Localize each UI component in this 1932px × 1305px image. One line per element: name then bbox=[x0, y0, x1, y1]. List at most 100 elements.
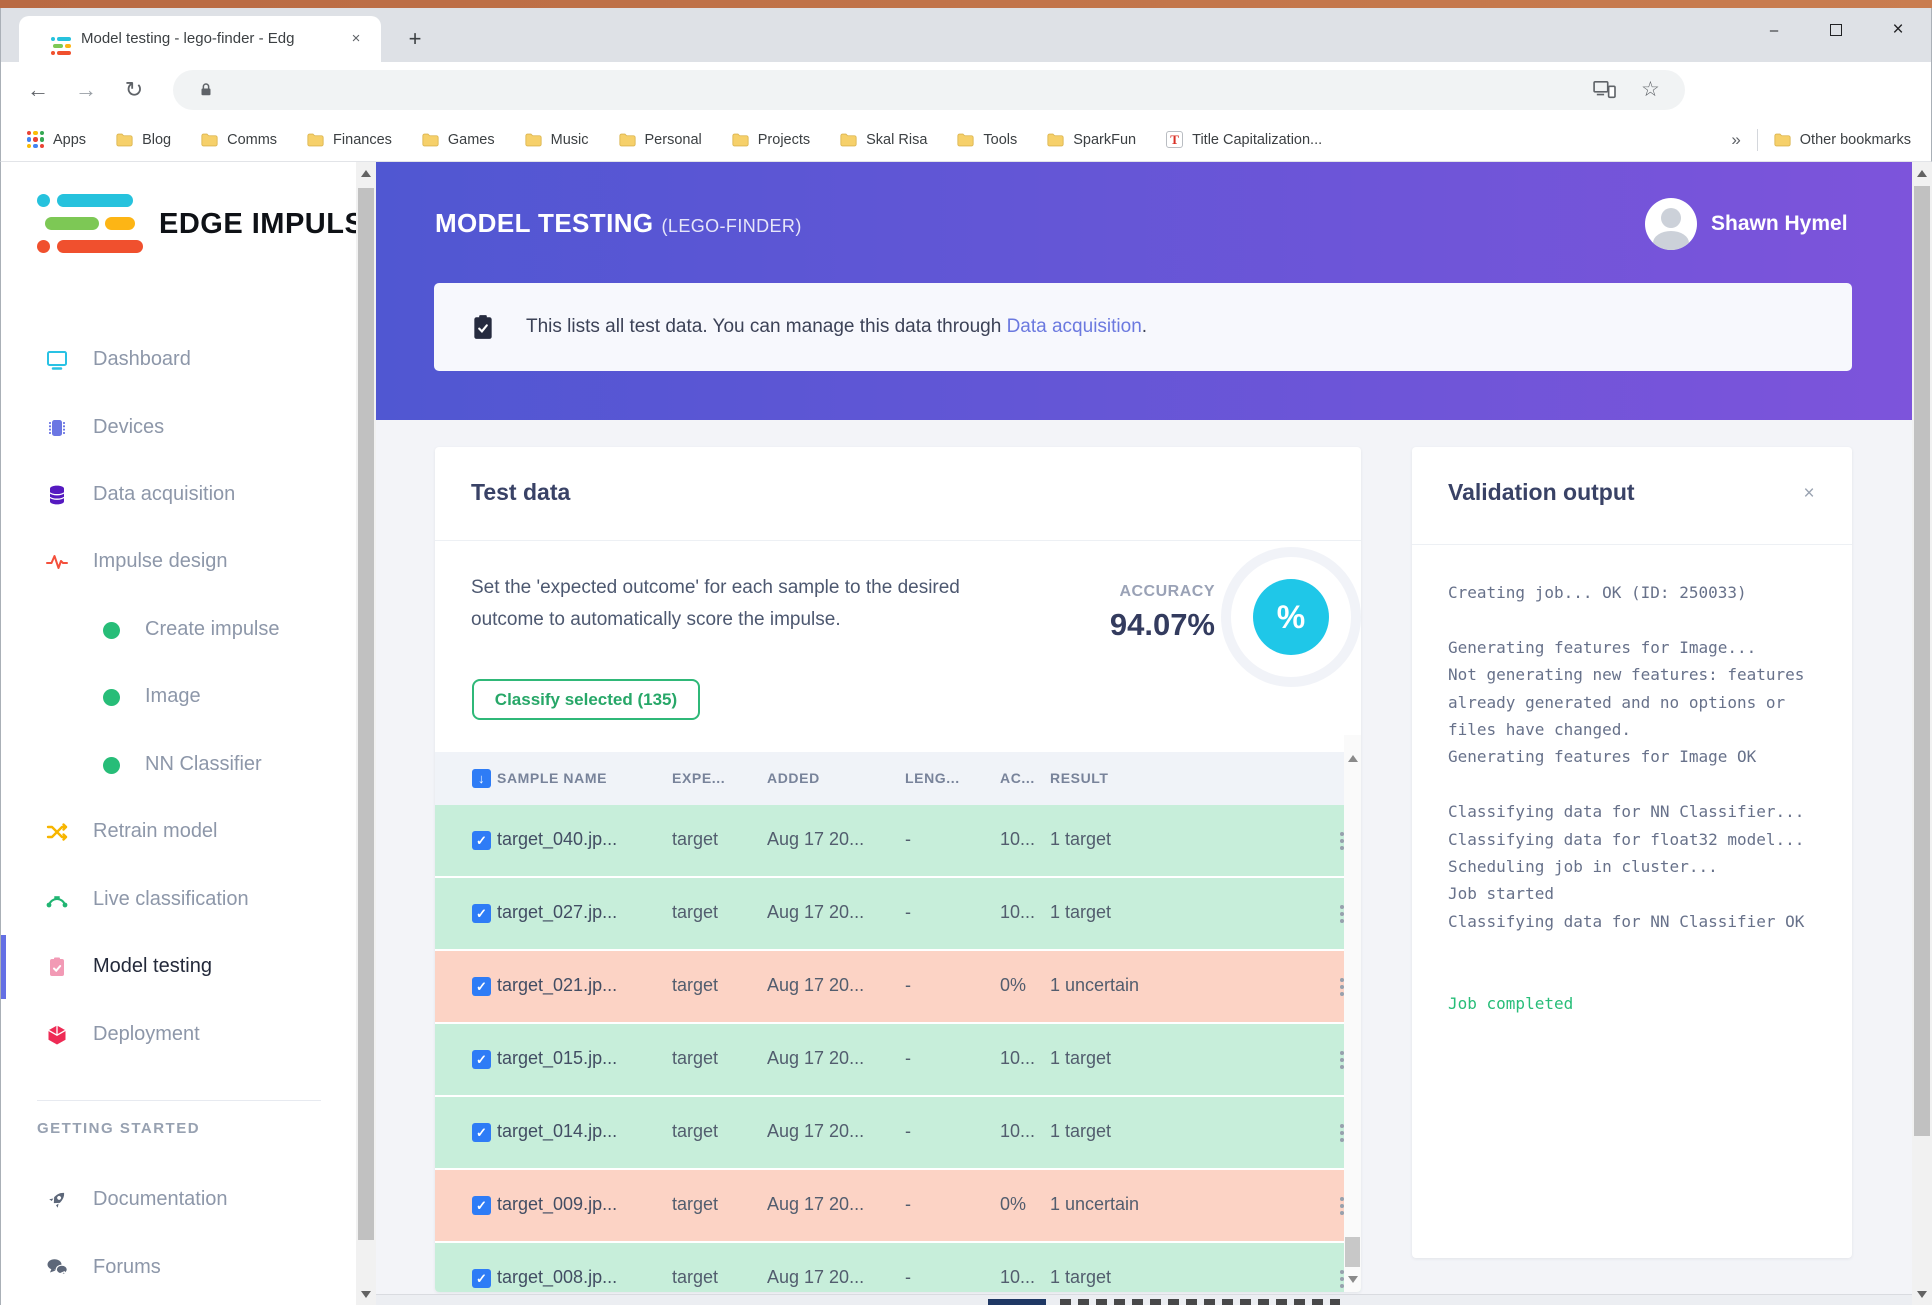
send-to-device-icon[interactable] bbox=[1593, 80, 1617, 100]
bookmark-folder[interactable]: Finances bbox=[307, 132, 392, 148]
row-menu-icon[interactable] bbox=[1332, 831, 1352, 851]
sidebar-item-model-testing[interactable]: Model testing bbox=[1, 947, 356, 987]
bookmark-folder[interactable]: Skal Risa bbox=[840, 132, 927, 148]
tab-close-icon[interactable]: × bbox=[351, 30, 361, 47]
bookmark-folder[interactable]: Personal bbox=[618, 132, 702, 148]
row-checkbox[interactable]: ✓ bbox=[472, 1050, 491, 1069]
bookmark-star-icon[interactable]: ☆ bbox=[1641, 78, 1660, 101]
cell-sample-name: target_015.jp... bbox=[497, 1048, 618, 1068]
row-checkbox[interactable]: ✓ bbox=[472, 1123, 491, 1142]
row-checkbox[interactable]: ✓ bbox=[472, 1196, 491, 1215]
row-menu-icon[interactable] bbox=[1332, 977, 1352, 997]
user-avatar[interactable] bbox=[1645, 198, 1697, 250]
cell-sample-name: target_040.jp... bbox=[497, 829, 618, 849]
data-acquisition-link[interactable]: Data acquisition bbox=[1006, 316, 1142, 337]
row-menu-icon[interactable] bbox=[1332, 904, 1352, 924]
column-header-expected[interactable]: EXPE... bbox=[672, 770, 726, 786]
bookmark-folder[interactable]: Tools bbox=[957, 132, 1017, 148]
scroll-up-icon[interactable] bbox=[1344, 749, 1361, 767]
cell-expected: target bbox=[672, 902, 719, 922]
sidebar-item-create-impulse[interactable]: Create impulse bbox=[1, 610, 356, 650]
bookmark-folder[interactable]: Blog bbox=[116, 132, 171, 148]
column-header-added[interactable]: ADDED bbox=[767, 770, 820, 786]
row-checkbox[interactable]: ✓ bbox=[472, 904, 491, 923]
table-scrollbar-thumb[interactable] bbox=[1345, 1237, 1360, 1267]
row-checkbox[interactable]: ✓ bbox=[472, 1269, 491, 1288]
table-row[interactable]: ✓ target_008.jp... target Aug 17 20... -… bbox=[435, 1243, 1361, 1292]
row-menu-icon[interactable] bbox=[1332, 1050, 1352, 1070]
table-row[interactable]: ✓ target_021.jp... target Aug 17 20... -… bbox=[435, 951, 1361, 1022]
minimize-button[interactable]: – bbox=[1769, 21, 1779, 39]
cell-length: - bbox=[905, 1194, 911, 1214]
page-scrollbar-thumb[interactable] bbox=[1914, 186, 1930, 1136]
table-row[interactable]: ✓ target_009.jp... target Aug 17 20... -… bbox=[435, 1170, 1361, 1241]
close-icon[interactable]: × bbox=[1803, 483, 1815, 504]
sidebar-item-nn-classifier[interactable]: NN Classifier bbox=[1, 745, 356, 785]
sidebar-item-forums[interactable]: Forums bbox=[1, 1248, 356, 1288]
sidebar-item-deployment[interactable]: Deployment bbox=[1, 1015, 356, 1055]
bookmark-folder[interactable]: Projects bbox=[732, 132, 810, 148]
browser-tab[interactable]: Model testing - lego-finder - Edg × bbox=[19, 16, 381, 62]
table-row[interactable]: ✓ target_027.jp... target Aug 17 20... -… bbox=[435, 878, 1361, 949]
sidebar-scrollbar-thumb[interactable] bbox=[358, 188, 374, 1240]
classify-selected-button[interactable]: Classify selected (135) bbox=[472, 679, 700, 720]
reload-button[interactable]: ↻ bbox=[124, 77, 144, 102]
column-header-sample-name[interactable]: SAMPLE NAME bbox=[497, 770, 608, 786]
rocket-icon bbox=[45, 1188, 69, 1212]
row-checkbox[interactable]: ✓ bbox=[472, 831, 491, 850]
scroll-up-icon[interactable] bbox=[1912, 162, 1932, 184]
close-window-button[interactable]: × bbox=[1892, 19, 1904, 40]
table-row-partial[interactable]: ✓ target_0... target Aug 17 20... - 10..… bbox=[435, 735, 1361, 752]
row-menu-icon[interactable] bbox=[1332, 1196, 1352, 1216]
other-bookmarks[interactable]: Other bookmarks bbox=[1774, 132, 1911, 148]
scroll-down-icon[interactable] bbox=[356, 1283, 376, 1305]
cell-result: 1 target bbox=[1050, 1267, 1112, 1287]
table-row[interactable]: ✓ target_015.jp... target Aug 17 20... -… bbox=[435, 1024, 1361, 1095]
scroll-down-icon[interactable] bbox=[1912, 1283, 1932, 1305]
sidebar-item-devices[interactable]: Devices bbox=[1, 408, 356, 448]
sidebar-scrollbar[interactable] bbox=[356, 162, 376, 1305]
column-header-length[interactable]: LENG... bbox=[905, 770, 960, 786]
user-menu[interactable]: Shawn Hymel bbox=[1645, 198, 1848, 250]
scroll-up-icon[interactable] bbox=[356, 162, 376, 184]
table-row[interactable]: ✓ target_014.jp... target Aug 17 20... -… bbox=[435, 1097, 1361, 1168]
scroll-down-icon[interactable] bbox=[1344, 1270, 1361, 1288]
apps-grid-icon bbox=[27, 131, 44, 148]
sidebar-item-image[interactable]: Image bbox=[1, 677, 356, 717]
console-line bbox=[1448, 775, 1832, 802]
row-menu-icon[interactable] bbox=[1332, 1123, 1352, 1143]
new-tab-button[interactable]: + bbox=[408, 26, 422, 51]
sidebar-item-dashboard[interactable]: Dashboard bbox=[1, 340, 356, 380]
address-bar[interactable]: ☆ bbox=[173, 70, 1685, 110]
table-scrollbar[interactable] bbox=[1344, 735, 1361, 1292]
column-header-result[interactable]: RESULT bbox=[1050, 770, 1109, 786]
bookmark-folder[interactable]: Games bbox=[422, 132, 495, 148]
forward-button[interactable]: → bbox=[75, 77, 97, 102]
cell-length: - bbox=[905, 1121, 911, 1141]
column-header-accuracy[interactable]: AC... bbox=[1000, 770, 1035, 786]
bookmark-apps[interactable]: Apps bbox=[27, 131, 86, 148]
sidebar-item-impulse-design[interactable]: Impulse design bbox=[1, 542, 356, 582]
bookmark-folder[interactable]: Music bbox=[525, 132, 589, 148]
sidebar-item-documentation[interactable]: Documentation bbox=[1, 1180, 356, 1220]
back-button[interactable]: ← bbox=[27, 77, 49, 102]
maximize-button[interactable] bbox=[1805, 8, 1867, 52]
sidebar-item-data-acquisition[interactable]: Data acquisition bbox=[1, 475, 356, 515]
table-row[interactable]: ✓ target_040.jp... target Aug 17 20... -… bbox=[435, 805, 1361, 876]
bookmark-folder[interactable]: SparkFun bbox=[1047, 132, 1136, 148]
test-data-description: Set the 'expected outcome' for each samp… bbox=[471, 572, 1051, 636]
sidebar-divider bbox=[37, 1100, 321, 1101]
edge-impulse-logo[interactable]: EDGE IMPULSE bbox=[37, 192, 384, 256]
cell-accuracy: 0% bbox=[1000, 1194, 1027, 1214]
clipboard-icon bbox=[474, 315, 492, 339]
row-menu-icon[interactable] bbox=[1332, 1269, 1352, 1289]
sidebar-item-retrain-model[interactable]: Retrain model bbox=[1, 812, 356, 852]
bookmark-folder[interactable]: Comms bbox=[201, 132, 277, 148]
sidebar-item-live-classification[interactable]: Live classification bbox=[1, 880, 356, 920]
user-name: Shawn Hymel bbox=[1711, 212, 1848, 235]
page-scrollbar[interactable] bbox=[1912, 162, 1932, 1305]
select-all-checkbox[interactable]: ↓ bbox=[472, 769, 491, 788]
row-checkbox[interactable]: ✓ bbox=[472, 977, 491, 996]
bookmarks-overflow-chevron[interactable]: » bbox=[1731, 129, 1741, 149]
bookmark-title-capitalization[interactable]: T Title Capitalization... bbox=[1166, 131, 1322, 148]
